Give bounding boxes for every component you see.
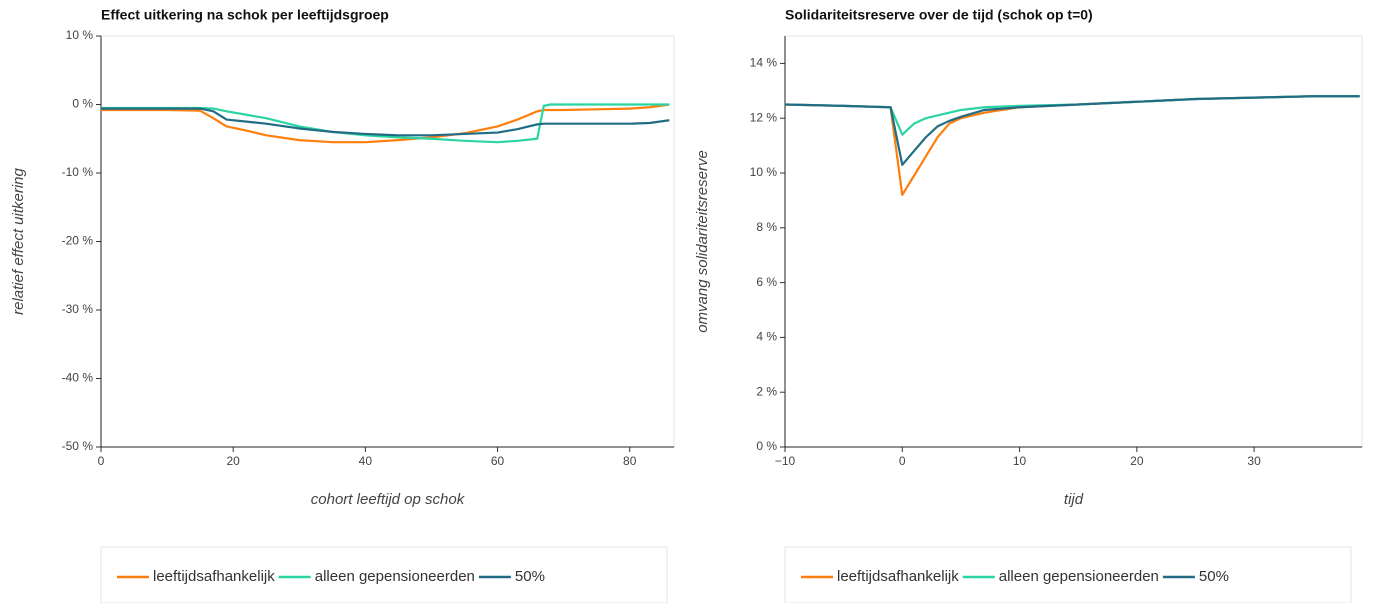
chart-title: Solidariteitsreserve over de tijd (schok…: [785, 7, 1093, 23]
y-tick-label: 8 %: [756, 220, 777, 234]
series-line: [101, 103, 670, 144]
legend-label: alleen gepensioneerden: [315, 568, 475, 585]
legend-label: 50%: [515, 568, 545, 585]
y-tick-label: 6 %: [756, 275, 777, 289]
y-tick-label: 4 %: [756, 330, 777, 344]
legend-label: leeftijdsafhankelijk: [837, 568, 959, 585]
y-tick-label: -10 %: [62, 165, 94, 179]
x-tick-label: 40: [359, 454, 373, 468]
y-axis-label: omvang solidariteitsreserve: [694, 150, 711, 333]
x-tick-label: 80: [623, 454, 637, 468]
legend-label: leeftijdsafhankelijk: [153, 568, 275, 585]
y-tick-label: 10 %: [66, 28, 94, 42]
x-tick-label: 30: [1247, 454, 1261, 468]
legend-label: alleen gepensioneerden: [999, 568, 1159, 585]
y-tick-label: 0 %: [72, 97, 93, 111]
x-tick-label: 0: [899, 454, 906, 468]
series-line: [101, 107, 670, 137]
y-tick-label: -40 %: [62, 371, 94, 385]
x-tick-label: 20: [227, 454, 241, 468]
chart-title: Effect uitkering na schok per leeftijdsg…: [101, 7, 389, 23]
y-tick-label: -20 %: [62, 234, 94, 248]
y-tick-label: 14 %: [750, 56, 778, 70]
legend-label: 50%: [1199, 568, 1229, 585]
legend-box: [784, 546, 1352, 604]
x-tick-label: 10: [1013, 454, 1027, 468]
y-tick-label: 0 %: [756, 439, 777, 453]
x-tick-label: 60: [491, 454, 505, 468]
legend: leeftijdsafhankelijk alleen gepensioneerd…: [100, 546, 668, 604]
legend: leeftijdsafhankelijk alleen gepensioneerd…: [784, 546, 1352, 604]
y-tick-label: -50 %: [62, 439, 94, 453]
x-axis-label: cohort leeftijd op schok: [311, 491, 466, 508]
legend-box: [100, 546, 668, 604]
y-tick-label: 10 %: [750, 165, 778, 179]
y-tick-label: 2 %: [756, 384, 777, 398]
y-tick-label: -30 %: [62, 302, 94, 316]
y-tick-label: 12 %: [750, 110, 778, 124]
x-axis-label: tijd: [1064, 491, 1084, 508]
plot-frame: [100, 35, 675, 448]
y-axis-label: relatief effect uitkering: [10, 167, 27, 314]
series-line: [784, 95, 1360, 166]
x-tick-label: 0: [98, 454, 105, 468]
x-tick-label: 20: [1130, 454, 1144, 468]
x-tick-label: −10: [775, 454, 796, 468]
